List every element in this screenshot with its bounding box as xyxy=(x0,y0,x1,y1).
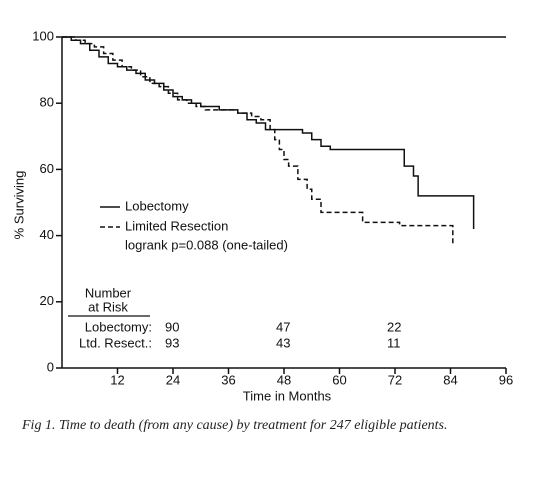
risk-row-label: Ltd. Resect.: xyxy=(79,335,152,350)
y-tick-label: 80 xyxy=(40,95,54,110)
legend-label: Lobectomy xyxy=(125,198,189,213)
y-tick-label: 0 xyxy=(47,359,54,374)
x-tick-label: 60 xyxy=(332,372,346,387)
x-tick-label: 24 xyxy=(166,372,180,387)
x-tick-label: 72 xyxy=(388,372,402,387)
risk-count: 93 xyxy=(165,335,179,350)
y-tick-label: 20 xyxy=(40,293,54,308)
annotation: logrank p=0.088 (one-tailed) xyxy=(125,237,288,252)
legend-label: Limited Resection xyxy=(125,218,228,233)
x-tick-label: 84 xyxy=(443,372,457,387)
caption: Fig 1. Time to death (from any cause) by… xyxy=(22,418,448,433)
x-tick-label: 36 xyxy=(221,372,235,387)
y-axis-label: % Surviving xyxy=(11,171,26,240)
risk-count: 43 xyxy=(276,335,290,350)
risk-table-title: at Risk xyxy=(88,299,128,314)
y-tick-label: 100 xyxy=(32,28,54,43)
risk-table-title: Number xyxy=(85,285,132,300)
risk-row-label: Lobectomy: xyxy=(85,319,152,334)
risk-count: 47 xyxy=(276,319,290,334)
survival-curve xyxy=(62,36,454,246)
x-tick-label: 96 xyxy=(499,372,513,387)
y-tick-label: 40 xyxy=(40,227,54,242)
risk-count: 22 xyxy=(387,319,401,334)
y-tick-label: 60 xyxy=(40,161,54,176)
x-axis-label: Time in Months xyxy=(243,388,332,403)
x-tick-label: 48 xyxy=(277,372,291,387)
survival-curve xyxy=(62,36,475,229)
chart: Time in Months % Surviving logrank p=0.0… xyxy=(11,28,513,403)
risk-count: 90 xyxy=(165,319,179,334)
x-tick-label: 12 xyxy=(110,372,124,387)
risk-count: 11 xyxy=(387,335,401,350)
